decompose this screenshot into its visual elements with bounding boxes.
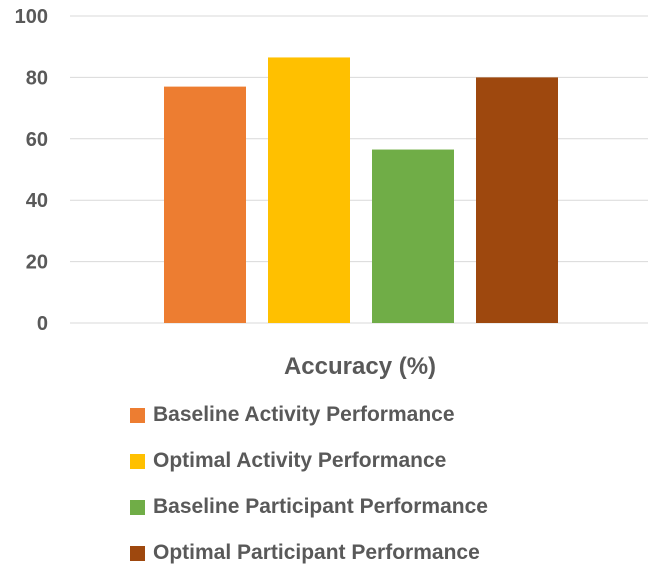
gridlines bbox=[70, 15, 648, 324]
legend-label: Baseline Participant Performance bbox=[153, 495, 488, 518]
bar bbox=[372, 149, 454, 323]
y-tick-label: 20 bbox=[26, 252, 48, 274]
y-tick-label: 80 bbox=[26, 67, 48, 89]
bar bbox=[268, 57, 350, 323]
y-tick-label: 40 bbox=[26, 190, 48, 212]
y-tick-label: 0 bbox=[37, 313, 48, 335]
bar-chart: 0 20 40 60 80 100 Accuracy (%) bbox=[15, 6, 648, 380]
y-tick-label: 60 bbox=[26, 129, 48, 151]
y-axis-ticks: 0 20 40 60 80 100 bbox=[15, 6, 48, 335]
legend: Baseline Activity Performance Optimal Act… bbox=[130, 392, 488, 576]
bar bbox=[476, 77, 558, 324]
bars bbox=[164, 57, 558, 324]
legend-label: Baseline Activity Performance bbox=[153, 403, 455, 426]
y-tick-label: 100 bbox=[15, 6, 48, 28]
legend-swatch bbox=[130, 407, 145, 423]
legend-item: Baseline Activity Performance bbox=[130, 392, 488, 438]
legend-swatch bbox=[130, 499, 145, 515]
legend-item: Optimal Activity Performance bbox=[130, 438, 488, 484]
legend-item: Optimal Participant Performance bbox=[130, 530, 488, 576]
x-axis-label: Accuracy (%) bbox=[284, 353, 436, 380]
legend-swatch bbox=[130, 453, 145, 469]
bar bbox=[164, 86, 246, 323]
legend-label: Optimal Participant Performance bbox=[153, 541, 480, 564]
legend-label: Optimal Activity Performance bbox=[153, 449, 447, 472]
legend-swatch bbox=[130, 545, 145, 561]
legend-item: Baseline Participant Performance bbox=[130, 484, 488, 530]
